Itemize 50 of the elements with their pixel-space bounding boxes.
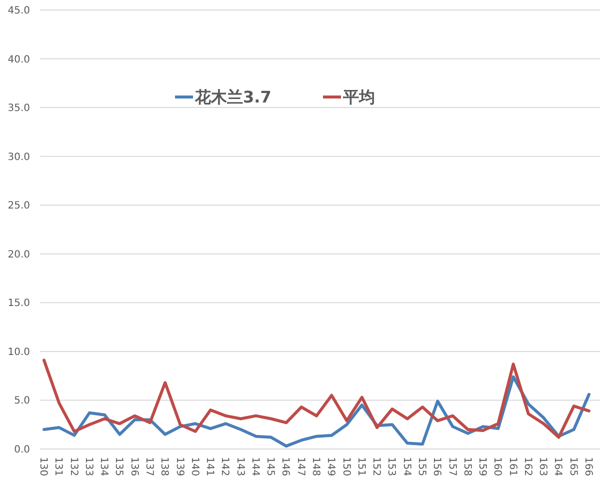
x-tick-label: 164 (552, 457, 564, 476)
y-tick-label: 0.0 (14, 444, 30, 456)
y-tick-label: 5.0 (14, 396, 30, 407)
y-tick-label: 40.0 (8, 54, 30, 66)
x-tick-label: 139 (174, 457, 185, 476)
x-tick-label: 148 (310, 457, 321, 476)
x-tick-label: 156 (431, 457, 442, 476)
x-tick-label: 132 (68, 457, 79, 476)
x-tick-label: 138 (158, 457, 170, 476)
x-tick-label: 165 (567, 457, 578, 476)
x-tick-label: 137 (143, 457, 154, 476)
x-tick-label: 157 (446, 457, 458, 476)
x-tick-label: 143 (234, 457, 246, 476)
x-tick-label: 159 (476, 457, 488, 476)
x-tick-label: 163 (537, 457, 548, 476)
x-tick-label: 144 (249, 457, 260, 476)
x-tick-label: 152 (370, 457, 382, 476)
x-tick-label: 149 (325, 457, 336, 476)
x-tick-label: 155 (416, 457, 427, 476)
legend-label: 平均 (342, 88, 375, 107)
x-tick-label: 141 (204, 457, 216, 476)
x-tick-label: 133 (82, 457, 94, 476)
x-tick-label: 150 (340, 457, 352, 476)
x-tick-label: 147 (294, 457, 306, 476)
y-tick-label: 20.0 (8, 249, 30, 260)
x-tick-label: 135 (113, 457, 124, 476)
x-tick-label: 151 (355, 457, 366, 476)
x-tick-label: 140 (188, 457, 200, 476)
y-tick-label: 35.0 (8, 103, 30, 114)
x-tick-label: 130 (38, 457, 48, 476)
x-tick-label: 131 (52, 457, 64, 476)
y-tick-label: 45.0 (8, 6, 30, 16)
x-tick-label: 153 (386, 457, 397, 476)
y-tick-label: 10.0 (8, 346, 30, 358)
y-tick-label: 30.0 (8, 152, 30, 163)
x-tick-label: 145 (264, 457, 276, 476)
line-series (42, 358, 590, 439)
x-tick-label: 166 (582, 457, 594, 476)
x-tick-label: 158 (461, 457, 472, 476)
x-tick-label: 162 (522, 457, 533, 476)
legend-label: 花木兰3.7 (194, 88, 272, 107)
x-tick-label: 146 (280, 457, 291, 476)
x-tick-label: 160 (492, 457, 503, 476)
y-tick-label: 15.0 (8, 298, 30, 310)
x-tick-label: 134 (98, 457, 110, 476)
x-tick-label: 154 (400, 457, 412, 476)
x-tick-label: 142 (219, 457, 230, 476)
x-tick-label: 161 (506, 457, 518, 476)
y-tick-label: 25.0 (8, 200, 30, 212)
x-tick-label: 136 (128, 457, 140, 476)
